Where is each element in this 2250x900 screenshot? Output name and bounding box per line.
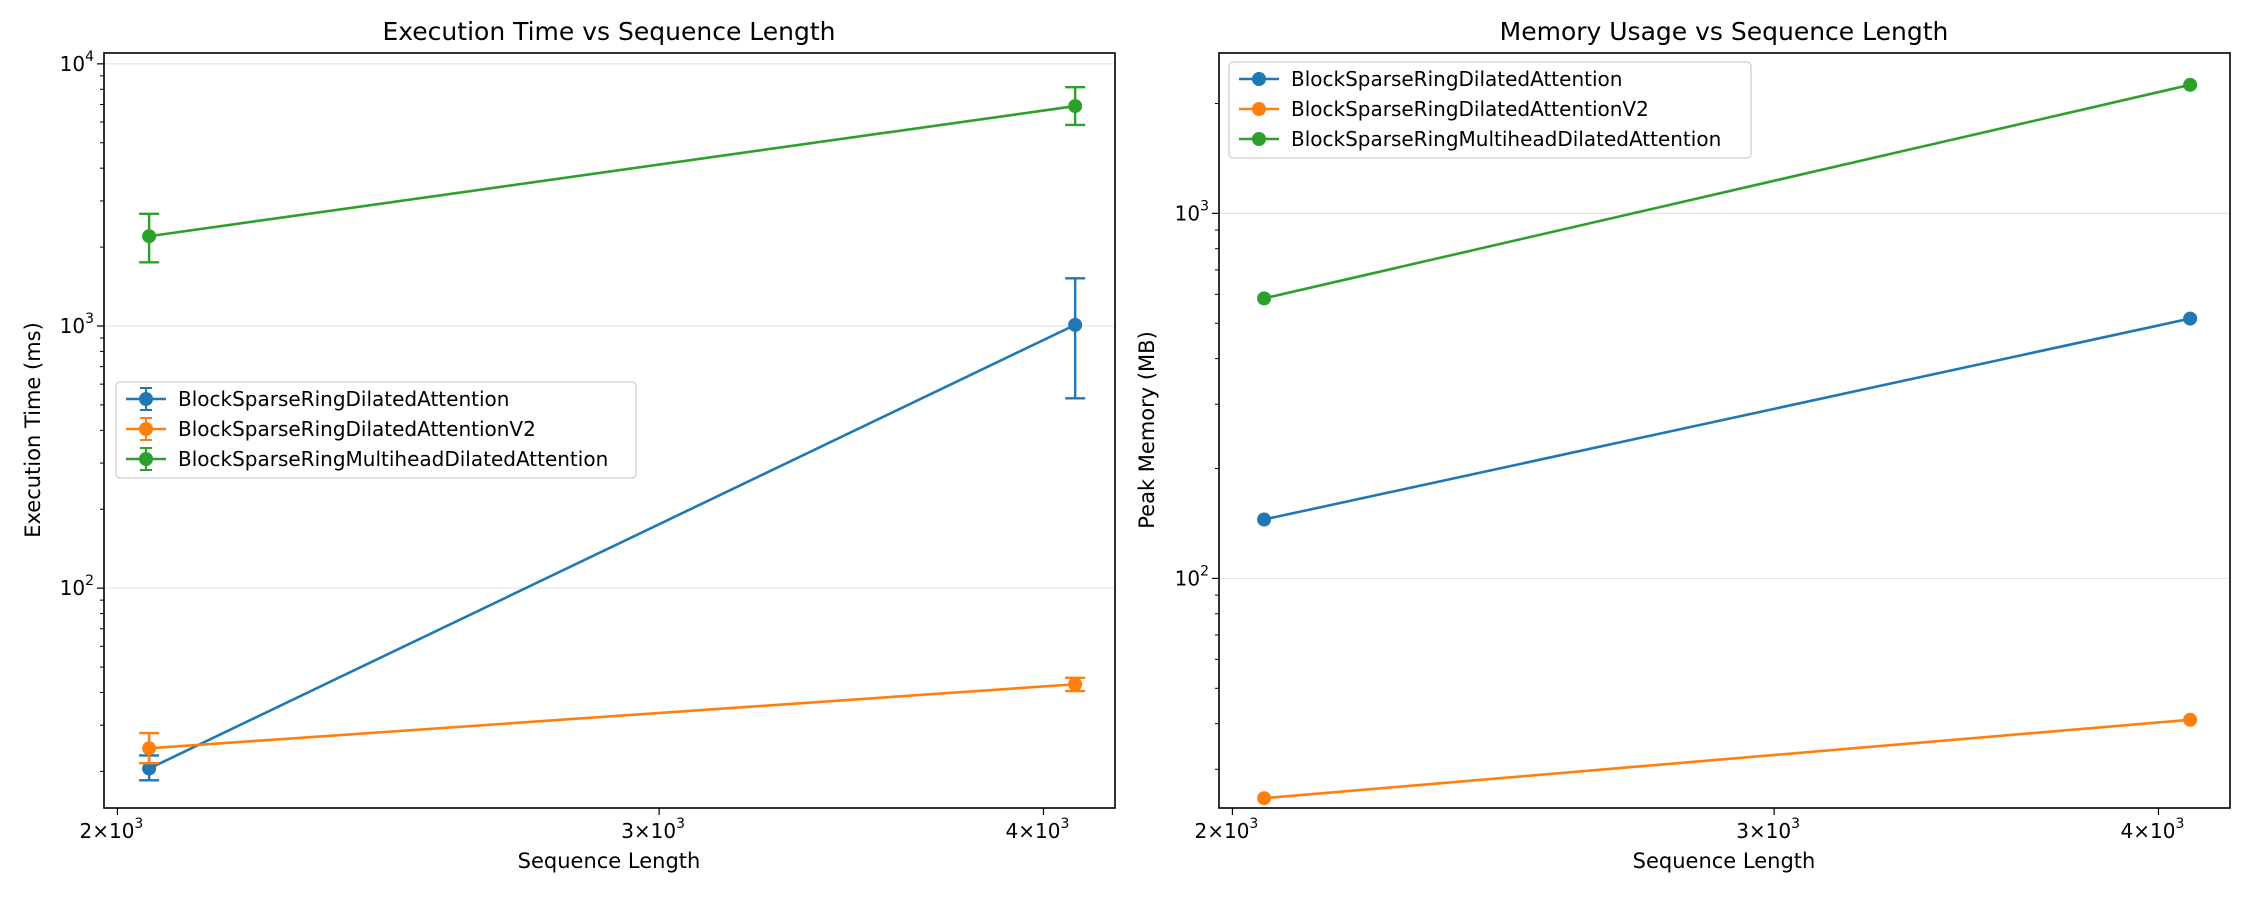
legend-swatch-marker — [1252, 102, 1266, 116]
legend: BlockSparseRingDilatedAttention BlockSpar… — [1228, 61, 1752, 159]
x-tick-label: 3×103 — [1736, 816, 1800, 843]
legend-swatch-marker — [1252, 72, 1266, 86]
series-line — [149, 682, 1076, 750]
series-line — [1263, 83, 2191, 300]
legend-swatch-marker — [139, 452, 153, 466]
legend-label: BlockSparseRingMultiheadDilatedAttention — [1291, 127, 1721, 151]
legend-swatch-marker — [139, 392, 153, 406]
data-point — [142, 229, 157, 244]
legend-label: BlockSparseRingDilatedAttention — [178, 387, 509, 411]
y-axis-label: Execution Time (ms) — [21, 322, 45, 538]
series-layer — [1257, 77, 2198, 806]
legend-label: BlockSparseRingDilatedAttention — [1291, 67, 1622, 91]
chart-title: Execution Time vs Sequence Length — [382, 17, 835, 46]
series-line — [1263, 317, 2191, 521]
memory-usage-chart: 102 103 2×103 3×103 4×103 Memory Usage vs Se… — [1135, 17, 2231, 873]
x-tick-label: 2×103 — [79, 816, 143, 843]
legend-swatch-marker — [139, 422, 153, 436]
legend-box — [1228, 61, 1752, 159]
x-axis-label: Sequence Length — [1633, 849, 1816, 873]
x-tick-label: 2×103 — [1194, 816, 1258, 843]
data-point — [1257, 512, 1272, 527]
execution-time-chart: 102 103 104 2×103 3×103 4×103 Execution Time … — [21, 17, 1116, 873]
axis-ticks: 102 103 2×103 3×103 4×103 — [1175, 102, 2185, 843]
legend: BlockSparseRingDilatedAttention BlockSpar… — [115, 381, 637, 479]
y-tick-label: 104 — [60, 49, 94, 76]
data-point — [1257, 291, 1272, 306]
series-line — [148, 104, 1076, 238]
x-axis-label: Sequence Length — [518, 849, 701, 873]
chart-title: Memory Usage vs Sequence Length — [1500, 17, 1949, 46]
data-point — [142, 741, 157, 756]
data-point — [1068, 99, 1083, 114]
grid-lines — [104, 63, 1115, 589]
y-tick-label: 102 — [1175, 563, 1209, 590]
data-point — [2183, 712, 2198, 727]
plot-frame — [1218, 52, 2231, 809]
series-line — [1264, 718, 2191, 800]
data-point — [2183, 311, 2198, 326]
y-tick-label: 103 — [60, 311, 94, 338]
series-line — [148, 323, 1076, 770]
data-point — [1257, 791, 1272, 806]
x-tick-label: 4×103 — [2121, 816, 2185, 843]
legend-swatch-marker — [1252, 132, 1266, 146]
legend-label: BlockSparseRingDilatedAttentionV2 — [1291, 97, 1649, 121]
y-tick-label: 103 — [1175, 198, 1209, 225]
legend-label: BlockSparseRingDilatedAttentionV2 — [178, 417, 536, 441]
legend-label: BlockSparseRingMultiheadDilatedAttention — [178, 447, 608, 471]
axis-ticks: 102 103 104 2×103 3×103 4×103 — [60, 49, 1070, 843]
data-point — [1068, 317, 1083, 332]
data-point — [142, 761, 157, 776]
series-layer — [139, 85, 1086, 782]
y-tick-label: 102 — [60, 573, 94, 600]
data-point — [2183, 77, 2198, 92]
data-point — [1068, 677, 1083, 692]
y-axis-label: Peak Memory (MB) — [1135, 331, 1159, 529]
legend-box — [115, 381, 637, 479]
x-tick-label: 3×103 — [621, 816, 685, 843]
grid-lines — [1219, 212, 2230, 580]
x-tick-label: 4×103 — [1006, 816, 1070, 843]
